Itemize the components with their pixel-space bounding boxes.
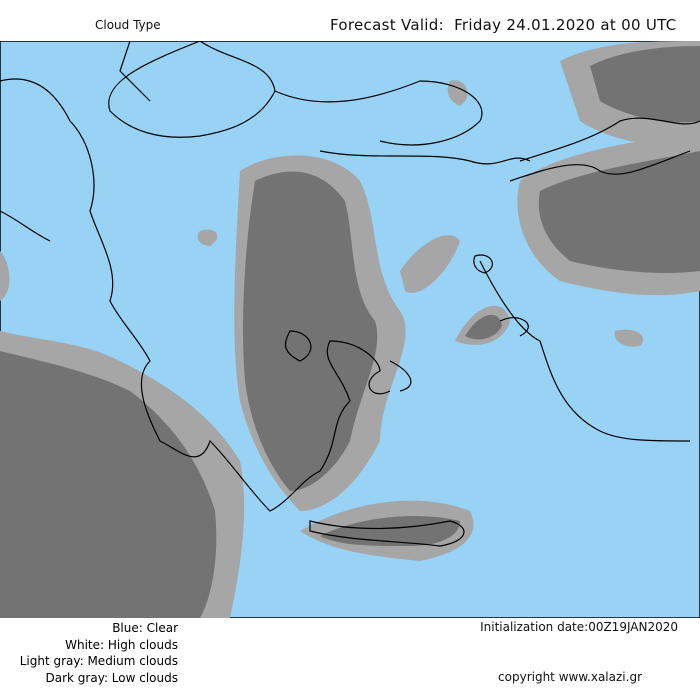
- legend-item: Dark gray: Low clouds: [45, 670, 178, 685]
- coastlines: [0, 41, 700, 547]
- map-title: Cloud Type: [95, 18, 161, 32]
- legend-item: Light gray: Medium clouds: [19, 654, 178, 668]
- copyright: copyright www.xalazi.gr: [498, 670, 642, 684]
- legend: Blue: Clear White: High clouds Light gra…: [0, 620, 190, 686]
- low-clouds: [0, 46, 700, 618]
- forecast-valid: Forecast Valid: Friday 24.01.2020 at 00 …: [330, 16, 677, 34]
- legend-item: Blue: Clear: [112, 621, 178, 635]
- legend-item: White: High clouds: [65, 637, 178, 652]
- cloud-map: [0, 41, 700, 618]
- initialization-date: Initialization date:00Z19JAN2020: [480, 620, 678, 634]
